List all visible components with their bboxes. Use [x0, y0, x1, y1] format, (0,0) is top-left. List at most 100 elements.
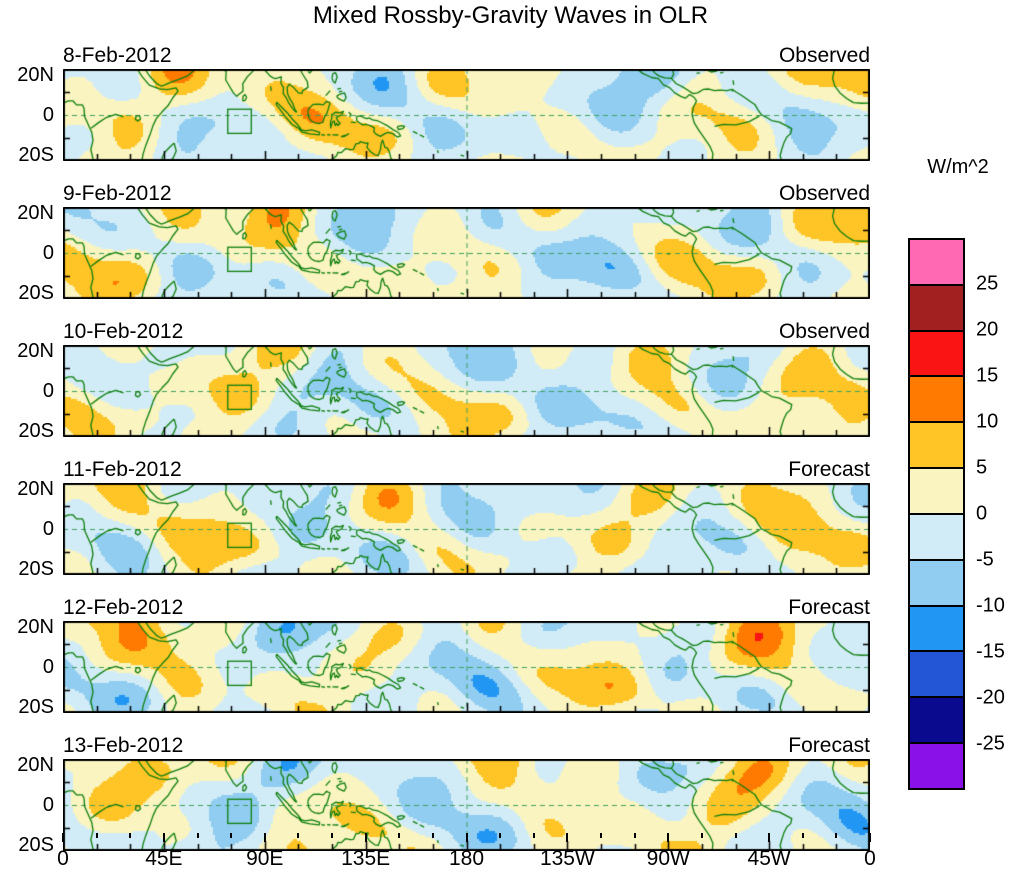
x-axis-tick — [700, 833, 703, 838]
colorbar-segment-9 — [910, 329, 963, 376]
colorbar-segment-4 — [910, 558, 963, 605]
y-tick-label-0: 0 — [42, 794, 54, 816]
x-axis-tick — [465, 833, 468, 842]
y-tick-label-20s: 20S — [18, 282, 54, 304]
panel-2: 10-Feb-2012 Observed 20N 0 20S — [17, 316, 870, 441]
colorbar: 25 20 15 10 5 0 -5 -10 -15 -20 -25 — [908, 238, 1021, 790]
x-axis-tick — [129, 833, 132, 838]
x-axis-tick — [532, 833, 535, 838]
colorbar-segment-7 — [910, 421, 963, 468]
panel-1-header: 9-Feb-2012 Observed — [63, 178, 870, 207]
panel-1: 9-Feb-2012 Observed 20N 0 20S — [17, 178, 870, 303]
y-tick-label-20s: 20S — [18, 834, 54, 856]
x-axis-tick — [835, 833, 838, 838]
panel-5-date-label: 13-Feb-2012 — [63, 734, 184, 757]
panel-4-map: 20N 0 20S — [17, 617, 870, 717]
colorbar-segment-0 — [910, 742, 963, 788]
colorbar-segment-2 — [910, 650, 963, 697]
panel-2-date-label: 10-Feb-2012 — [63, 320, 184, 343]
x-tick-label-90e: 90E — [246, 847, 284, 870]
colorbar-units-label: W/m^2 — [927, 156, 989, 178]
panel-4-header: 12-Feb-2012 Forecast — [63, 592, 870, 621]
x-tick-label-45w: 45W — [747, 847, 791, 870]
y-tick-label-20n: 20N — [17, 754, 54, 776]
colorbar-tick-label-10: 10 — [976, 410, 999, 433]
x-axis-tick — [331, 833, 333, 838]
panel-0-date-label: 8-Feb-2012 — [63, 44, 172, 67]
x-tick-label-180: 180 — [448, 847, 485, 870]
colorbar-segment-5 — [910, 512, 963, 559]
y-tick-label-20n: 20N — [17, 202, 54, 224]
x-axis-tick — [196, 833, 199, 838]
colorbar-segment-11 — [910, 240, 963, 284]
colorbar-segment-10 — [910, 283, 963, 330]
x-axis-tick — [297, 833, 300, 838]
colorbar-tick-label-m15: -15 — [976, 640, 1005, 663]
x-tick-label-90w: 90W — [646, 847, 690, 870]
colorbar-tick-label-0: 0 — [976, 502, 988, 525]
map-canvas-0 — [63, 69, 870, 161]
y-tick-label-20n: 20N — [17, 340, 54, 362]
colorbar-tick-label-m20: -20 — [976, 686, 1005, 709]
panel-2-map: 20N 0 20S — [17, 341, 870, 441]
x-axis-tick — [600, 833, 602, 838]
y-tick-label-20s: 20S — [18, 420, 54, 442]
map-canvas-3 — [63, 483, 870, 575]
panels-column: 8-Feb-2012 Observed 20N 0 20S 9-Feb-2012… — [17, 40, 870, 868]
panel-3-header: 11-Feb-2012 Forecast — [63, 454, 870, 483]
x-axis-tick — [398, 833, 401, 838]
panel-2-type-label: Observed — [778, 320, 870, 343]
x-axis-tick — [566, 833, 569, 842]
y-tick-label-0: 0 — [42, 518, 54, 540]
colorbar-tick-label-25: 25 — [976, 272, 999, 295]
colorbar-segment-1 — [910, 696, 963, 743]
map-canvas-2 — [63, 345, 870, 437]
map-canvas-4 — [63, 621, 870, 713]
colorbar-tick-label-5: 5 — [976, 456, 988, 479]
x-axis-tick — [869, 833, 871, 842]
colorbar-tick-label-m25: -25 — [976, 732, 1005, 755]
panel-1-map: 20N 0 20S — [17, 203, 870, 303]
x-axis-tick — [162, 833, 165, 842]
x-axis-tick — [431, 833, 434, 838]
colorbar-tick-label-20: 20 — [976, 318, 999, 341]
x-axis: 0 45E 90E 135E 180 135W 90W 45W 0 — [57, 833, 876, 878]
panel-0: 8-Feb-2012 Observed 20N 0 20S — [17, 40, 870, 165]
panel-4-date-label: 12-Feb-2012 — [63, 596, 184, 619]
x-axis-tick — [801, 833, 804, 838]
y-tick-label-0: 0 — [42, 656, 54, 678]
x-tick-label-45e: 45E — [145, 847, 183, 870]
x-axis-tick — [633, 833, 636, 838]
colorbar-swatches — [908, 238, 965, 790]
panel-3-date-label: 11-Feb-2012 — [63, 458, 182, 481]
y-tick-label-20s: 20S — [18, 696, 54, 718]
x-axis-tick — [734, 833, 737, 838]
colorbar-tick-label-15: 15 — [976, 364, 999, 387]
panel-3-type-label: Forecast — [788, 458, 870, 481]
panel-0-type-label: Observed — [778, 44, 870, 67]
panel-0-map: 20N 0 20S — [17, 65, 870, 165]
colorbar-segment-6 — [910, 467, 963, 513]
x-tick-label-0: 0 — [57, 847, 69, 870]
panel-3-map: 20N 0 20S — [17, 479, 870, 579]
figure-title: Mixed Rossby-Gravity Waves in OLR — [312, 2, 709, 29]
x-axis-tick — [667, 833, 670, 842]
panel-4-type-label: Forecast — [788, 596, 870, 619]
colorbar-tick-label-m5: -5 — [976, 548, 994, 571]
panel-4: 12-Feb-2012 Forecast 20N 0 20S — [17, 592, 870, 717]
x-tick-label-0-right: 0 — [864, 847, 876, 870]
panel-2-header: 10-Feb-2012 Observed — [63, 316, 870, 345]
x-axis-tick — [364, 833, 367, 842]
y-tick-label-20s: 20S — [18, 558, 54, 580]
y-tick-label-0: 0 — [42, 242, 54, 264]
x-axis-tick — [768, 833, 771, 842]
x-axis-ticks — [62, 833, 871, 843]
panel-3: 11-Feb-2012 Forecast 20N 0 20S — [17, 454, 870, 579]
y-tick-label-20n: 20N — [17, 64, 54, 86]
y-tick-label-20n: 20N — [17, 478, 54, 500]
colorbar-segment-3 — [910, 604, 963, 651]
y-tick-label-0: 0 — [42, 104, 54, 126]
y-tick-label-0: 0 — [42, 380, 54, 402]
colorbar-segment-8 — [910, 375, 963, 422]
